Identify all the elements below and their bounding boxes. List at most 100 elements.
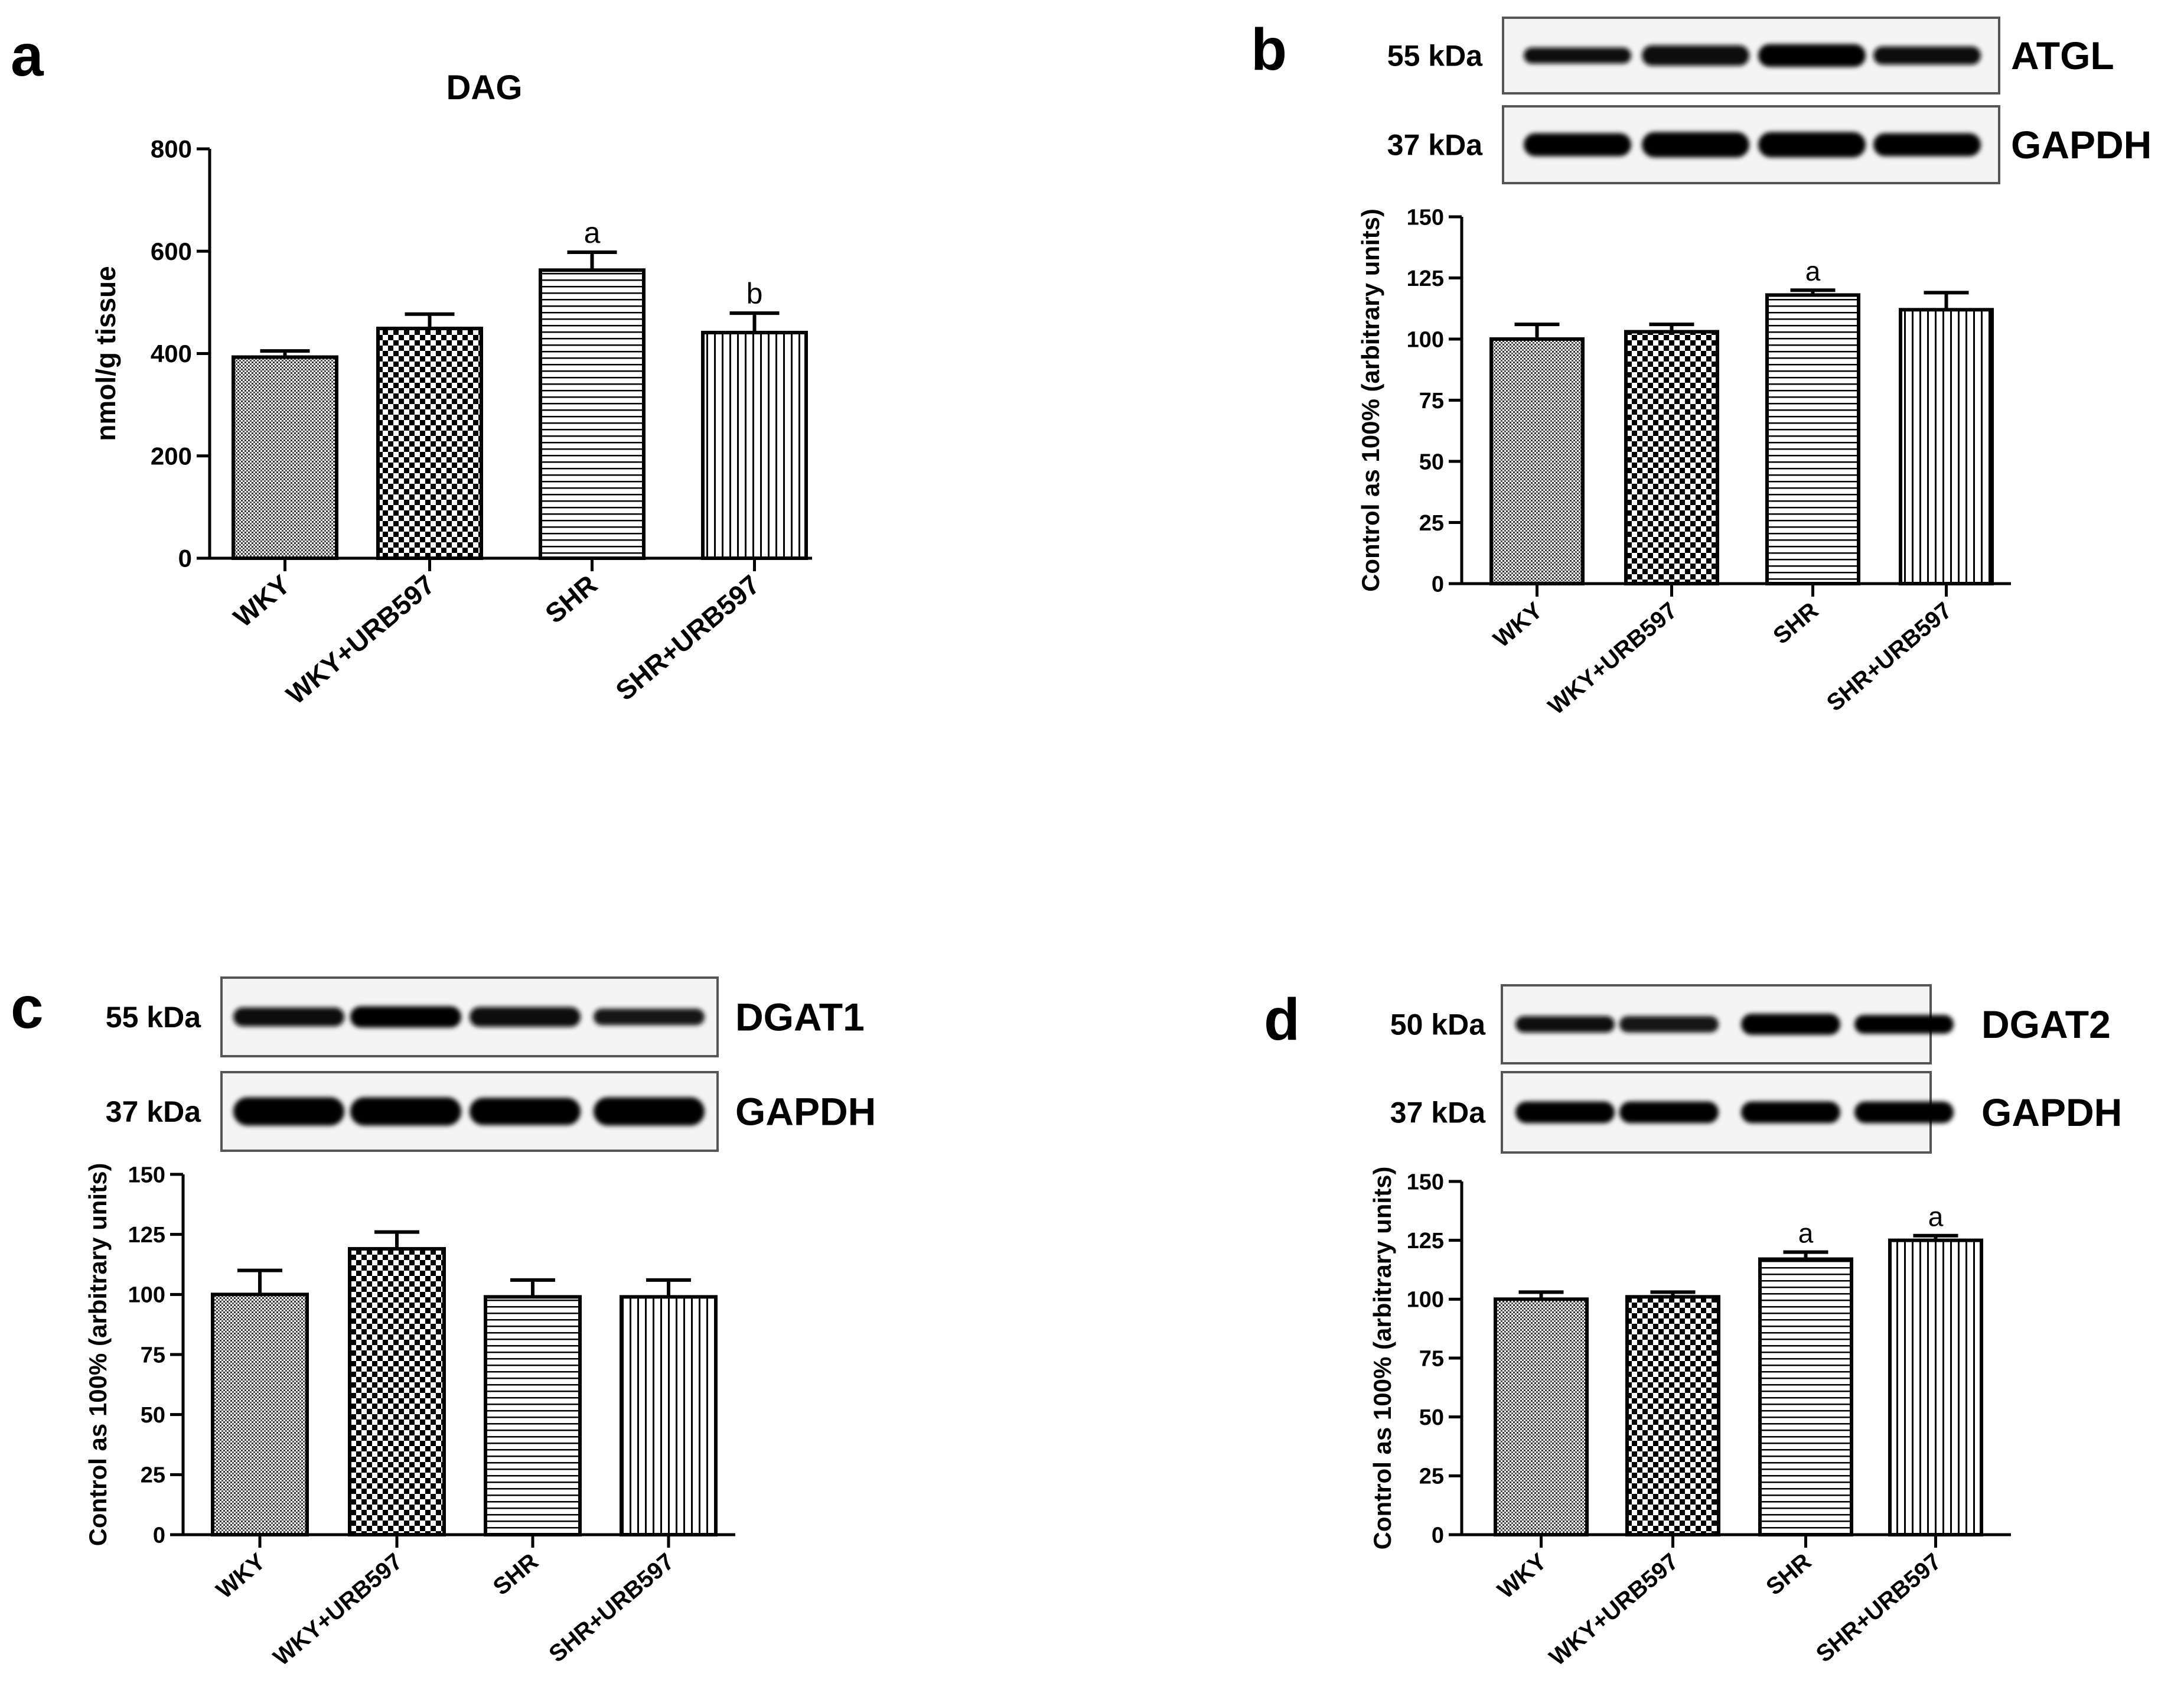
blot-band-d-0-2 xyxy=(1741,1014,1840,1035)
bar-c-0 xyxy=(211,1292,309,1536)
bar-b-2 xyxy=(1765,293,1860,585)
bar-b-1 xyxy=(1624,330,1719,586)
blot-band-b-1-3 xyxy=(1873,133,1981,157)
y-tick-label-b-125: 125 xyxy=(1407,266,1444,291)
bar-a-2 xyxy=(539,268,646,560)
blot-band-b-0-0 xyxy=(1524,47,1631,64)
y-tick-label-d-0: 0 xyxy=(1432,1523,1444,1548)
x-tick-label-b-3: SHR+URB597 xyxy=(1822,597,1957,717)
y-tick-label-b-25: 25 xyxy=(1419,511,1444,536)
y-tick-label-c-100: 100 xyxy=(128,1283,165,1308)
y-tick-label-b-75: 75 xyxy=(1419,389,1444,414)
y-tick-label-d-125: 125 xyxy=(1407,1229,1444,1254)
x-tick-label-c-0: WKY xyxy=(211,1548,270,1604)
x-tick-label-d-3: SHR+URB597 xyxy=(1811,1548,1946,1668)
blot-band-c-1-2 xyxy=(470,1098,581,1125)
bar-a-3 xyxy=(701,330,808,560)
bar-d-3 xyxy=(1888,1238,1983,1537)
kda-label-b-1: 37 kDa xyxy=(1387,129,1483,162)
y-tick-label-c-0: 0 xyxy=(153,1523,165,1548)
y-tick-label-a-600: 600 xyxy=(151,237,192,265)
protein-label-d-1: GAPDH xyxy=(1981,1090,2122,1134)
blot-band-b-1-2 xyxy=(1758,132,1866,158)
blot-band-d-1-2 xyxy=(1741,1101,1840,1124)
blot-band-c-0-2 xyxy=(470,1007,581,1027)
panel-letter-b: b xyxy=(1251,17,1287,83)
y-tick-label-c-75: 75 xyxy=(141,1343,165,1368)
kda-label-d-1: 37 kDa xyxy=(1390,1096,1486,1129)
y-tick-label-d-75: 75 xyxy=(1419,1346,1444,1371)
sig-annotation-a-2: a xyxy=(584,216,601,249)
blot-band-b-0-3 xyxy=(1873,46,1981,65)
kda-label-d-0: 50 kDa xyxy=(1390,1008,1486,1041)
panel-c: 55 kDa DGAT1 37 kDa GAPDH 0 25 50 75 100 125 150 Co… xyxy=(84,976,876,1671)
bar-b-0 xyxy=(1489,337,1585,585)
blot-band-d-1-0 xyxy=(1515,1101,1615,1124)
y-tick-label-a-400: 400 xyxy=(151,340,192,367)
protein-label-d-0: DGAT2 xyxy=(1981,1002,2111,1046)
y-tick-label-b-100: 100 xyxy=(1407,327,1444,352)
bar-a-0 xyxy=(232,355,338,560)
y-axis-title-c: Control as 100% (arbitrary units) xyxy=(84,1163,112,1547)
y-tick-label-d-100: 100 xyxy=(1407,1288,1444,1313)
x-tick-label-b-2: SHR xyxy=(1768,597,1823,649)
blot-band-d-0-3 xyxy=(1854,1015,1954,1034)
kda-label-b-0: 55 kDa xyxy=(1387,40,1483,73)
bar-a-1 xyxy=(376,327,483,561)
blot-band-b-1-1 xyxy=(1642,132,1749,158)
x-tick-label-c-1: WKY+URB597 xyxy=(269,1548,408,1671)
y-axis-title-a: nmol/g tissue xyxy=(90,266,121,441)
y-tick-label-a-0: 0 xyxy=(178,545,192,572)
bar-c-2 xyxy=(484,1295,582,1536)
protein-label-c-0: DGAT1 xyxy=(735,995,865,1039)
y-tick-label-c-50: 50 xyxy=(141,1403,165,1428)
blot-band-b-0-2 xyxy=(1758,44,1866,67)
y-tick-label-a-200: 200 xyxy=(151,442,192,470)
x-tick-label-b-1: WKY+URB597 xyxy=(1543,597,1682,719)
x-tick-label-d-0: WKY xyxy=(1493,1548,1552,1604)
panel-letter-c: c xyxy=(11,975,44,1041)
blot-band-c-0-1 xyxy=(350,1006,461,1028)
y-tick-label-b-50: 50 xyxy=(1419,450,1444,474)
kda-label-c-1: 37 kDa xyxy=(106,1095,201,1128)
panel-letter-d: d xyxy=(1264,987,1300,1053)
bar-b-3 xyxy=(1899,308,1994,585)
x-tick-label-a-0: WKY xyxy=(227,569,296,633)
x-tick-label-a-2: SHR xyxy=(539,569,603,629)
y-tick-label-c-125: 125 xyxy=(128,1223,165,1248)
blot-band-b-1-0 xyxy=(1524,133,1631,157)
y-tick-label-d-50: 50 xyxy=(1419,1405,1444,1430)
protein-label-b-1: GAPDH xyxy=(2011,123,2152,167)
blot-band-c-0-0 xyxy=(233,1007,344,1027)
y-tick-label-a-800: 800 xyxy=(151,135,192,163)
bar-d-1 xyxy=(1625,1295,1720,1536)
bar-c-1 xyxy=(348,1247,446,1536)
y-tick-label-d-150: 150 xyxy=(1407,1170,1444,1194)
protein-label-b-0: ATGL xyxy=(2011,34,2114,77)
x-tick-label-d-1: WKY+URB597 xyxy=(1544,1548,1683,1671)
blot-band-c-0-3 xyxy=(594,1008,705,1025)
blot-band-c-1-3 xyxy=(594,1097,705,1126)
y-axis-title-d: Control as 100% (arbitrary units) xyxy=(1368,1167,1396,1550)
x-tick-label-a-3: SHR+URB597 xyxy=(609,569,765,707)
bar-c-3 xyxy=(620,1295,718,1536)
y-tick-label-d-25: 25 xyxy=(1419,1464,1444,1489)
bar-d-2 xyxy=(1758,1257,1853,1537)
chart-title-a: DAG xyxy=(446,69,523,107)
blot-band-d-0-0 xyxy=(1515,1016,1615,1033)
kda-label-c-0: 55 kDa xyxy=(106,1001,201,1034)
y-tick-label-c-25: 25 xyxy=(141,1463,165,1488)
y-axis-title-b: Control as 100% (arbitrary units) xyxy=(1357,209,1384,592)
blot-band-d-1-1 xyxy=(1619,1101,1719,1124)
y-tick-label-b-150: 150 xyxy=(1407,205,1444,230)
blot-band-b-0-1 xyxy=(1642,45,1749,66)
x-tick-label-d-2: SHR xyxy=(1761,1548,1816,1600)
panel-b: 55 kDa ATGL 37 kDa GAPDH 0 25 50 75 100 125 150 Con… xyxy=(1357,17,2152,719)
panel-d: 50 kDa DGAT2 37 kDa GAPDH 0 25 50 75 100 125 150 Co… xyxy=(1368,984,2122,1671)
sig-annotation-d-2: a xyxy=(1798,1218,1814,1249)
blot-band-d-0-1 xyxy=(1619,1016,1719,1033)
blot-band-d-1-3 xyxy=(1854,1101,1954,1124)
blot-band-c-1-1 xyxy=(350,1097,461,1126)
x-tick-label-a-1: WKY+URB597 xyxy=(281,569,441,710)
